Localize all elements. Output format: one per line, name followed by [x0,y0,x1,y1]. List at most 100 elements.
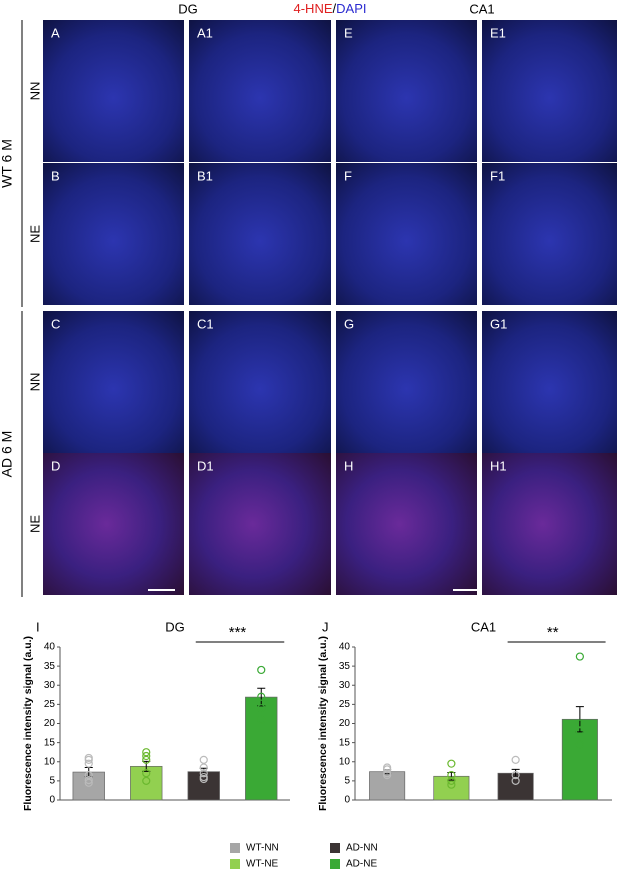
panel-letter: B1 [197,168,213,183]
panel-letter: B [51,168,60,183]
row-label: NN [27,82,42,101]
y-tick-label: 5 [344,776,350,787]
micrograph [43,311,184,453]
data-point [257,715,266,724]
micrograph [336,311,477,453]
panel-letter: G [344,316,354,331]
y-tick-label: 30 [44,680,56,691]
data-point [142,755,151,764]
data-point [383,763,392,772]
panel-letter: H1 [490,458,507,473]
column-header: DG [178,1,198,16]
y-tick-label: 0 [49,795,55,806]
y-tick-label: 0 [344,795,350,806]
data-point [511,755,520,764]
micrograph [482,453,617,595]
panel-letter: I [36,619,40,634]
legend-label: WT-NE [246,859,279,869]
panel-letter: G1 [490,316,507,331]
legend-label: AD-NN [346,843,378,854]
data-point [511,776,520,785]
y-tick-label: 10 [339,756,351,767]
panel-letter: H [344,458,353,473]
micrograph [482,311,617,453]
legend-swatch [230,859,240,869]
panel-letter: D1 [197,458,214,473]
data-point [84,778,93,787]
micrograph [189,453,331,595]
data-point [84,771,93,780]
column-header: CA1 [469,1,494,16]
panel-letter: A [51,25,60,40]
y-tick-label: 20 [44,718,56,729]
bar [245,696,278,801]
data-point [575,652,584,661]
panel-letter: F1 [490,168,505,183]
micrograph [43,453,184,595]
row-label: NE [27,225,42,243]
data-point [383,769,392,778]
data-point [142,751,151,761]
data-point [447,776,456,785]
panel-letter: J [322,619,329,634]
y-tick-label: 15 [44,737,56,748]
micrograph [336,453,477,595]
legend-swatch [230,843,240,853]
y-axis-label: Fluorescence intensity signal (a.u.) [317,636,329,811]
y-tick-label: 40 [44,642,56,653]
bar [369,771,406,801]
legend-swatch [330,859,340,869]
data-point [142,776,151,785]
y-tick-label: 30 [339,680,351,691]
y-tick-label: 35 [339,661,351,672]
data-point [257,692,266,701]
data-point [84,776,93,785]
micrograph [43,163,184,305]
micrograph [336,20,477,162]
bar [561,718,598,801]
data-point [447,771,456,780]
y-tick-label: 10 [44,756,56,767]
stain-header: 4-HNE/DAPI [294,1,367,16]
data-point [84,759,93,768]
y-tick-label: 5 [49,776,55,787]
data-point [575,719,584,728]
data-point [199,772,208,782]
y-tick-label: 15 [339,737,351,748]
data-point [575,740,584,749]
data-point [142,769,151,778]
data-point [447,759,456,768]
micrograph [189,20,331,162]
micrograph [482,20,617,162]
significance: *** [229,624,247,641]
data-point [199,755,208,764]
bar [130,765,163,801]
panel-letter: E [344,25,353,40]
significance: ** [547,624,559,641]
y-tick-label: 25 [44,699,56,710]
nuclear-name: DAPI [336,1,366,16]
micrograph [336,163,477,305]
data-point [257,665,266,675]
data-point [199,769,208,778]
group-label: WT 6 M [0,139,15,188]
data-point [142,748,151,757]
y-tick-label: 20 [339,718,351,729]
micrograph [189,311,331,453]
micrograph [43,20,184,162]
data-point [199,763,208,772]
data-point [84,753,93,763]
panel-letter: D [51,458,60,473]
y-tick-label: 25 [339,699,351,710]
data-point [575,727,584,736]
panel-letter: A1 [197,25,213,40]
micrograph [482,163,617,305]
data-point [511,771,520,780]
legend-label: WT-NN [246,843,279,854]
row-label: NE [27,515,42,533]
chart-title: CA1 [471,619,496,634]
data-point [447,780,456,789]
chart-title: DG [165,619,185,634]
